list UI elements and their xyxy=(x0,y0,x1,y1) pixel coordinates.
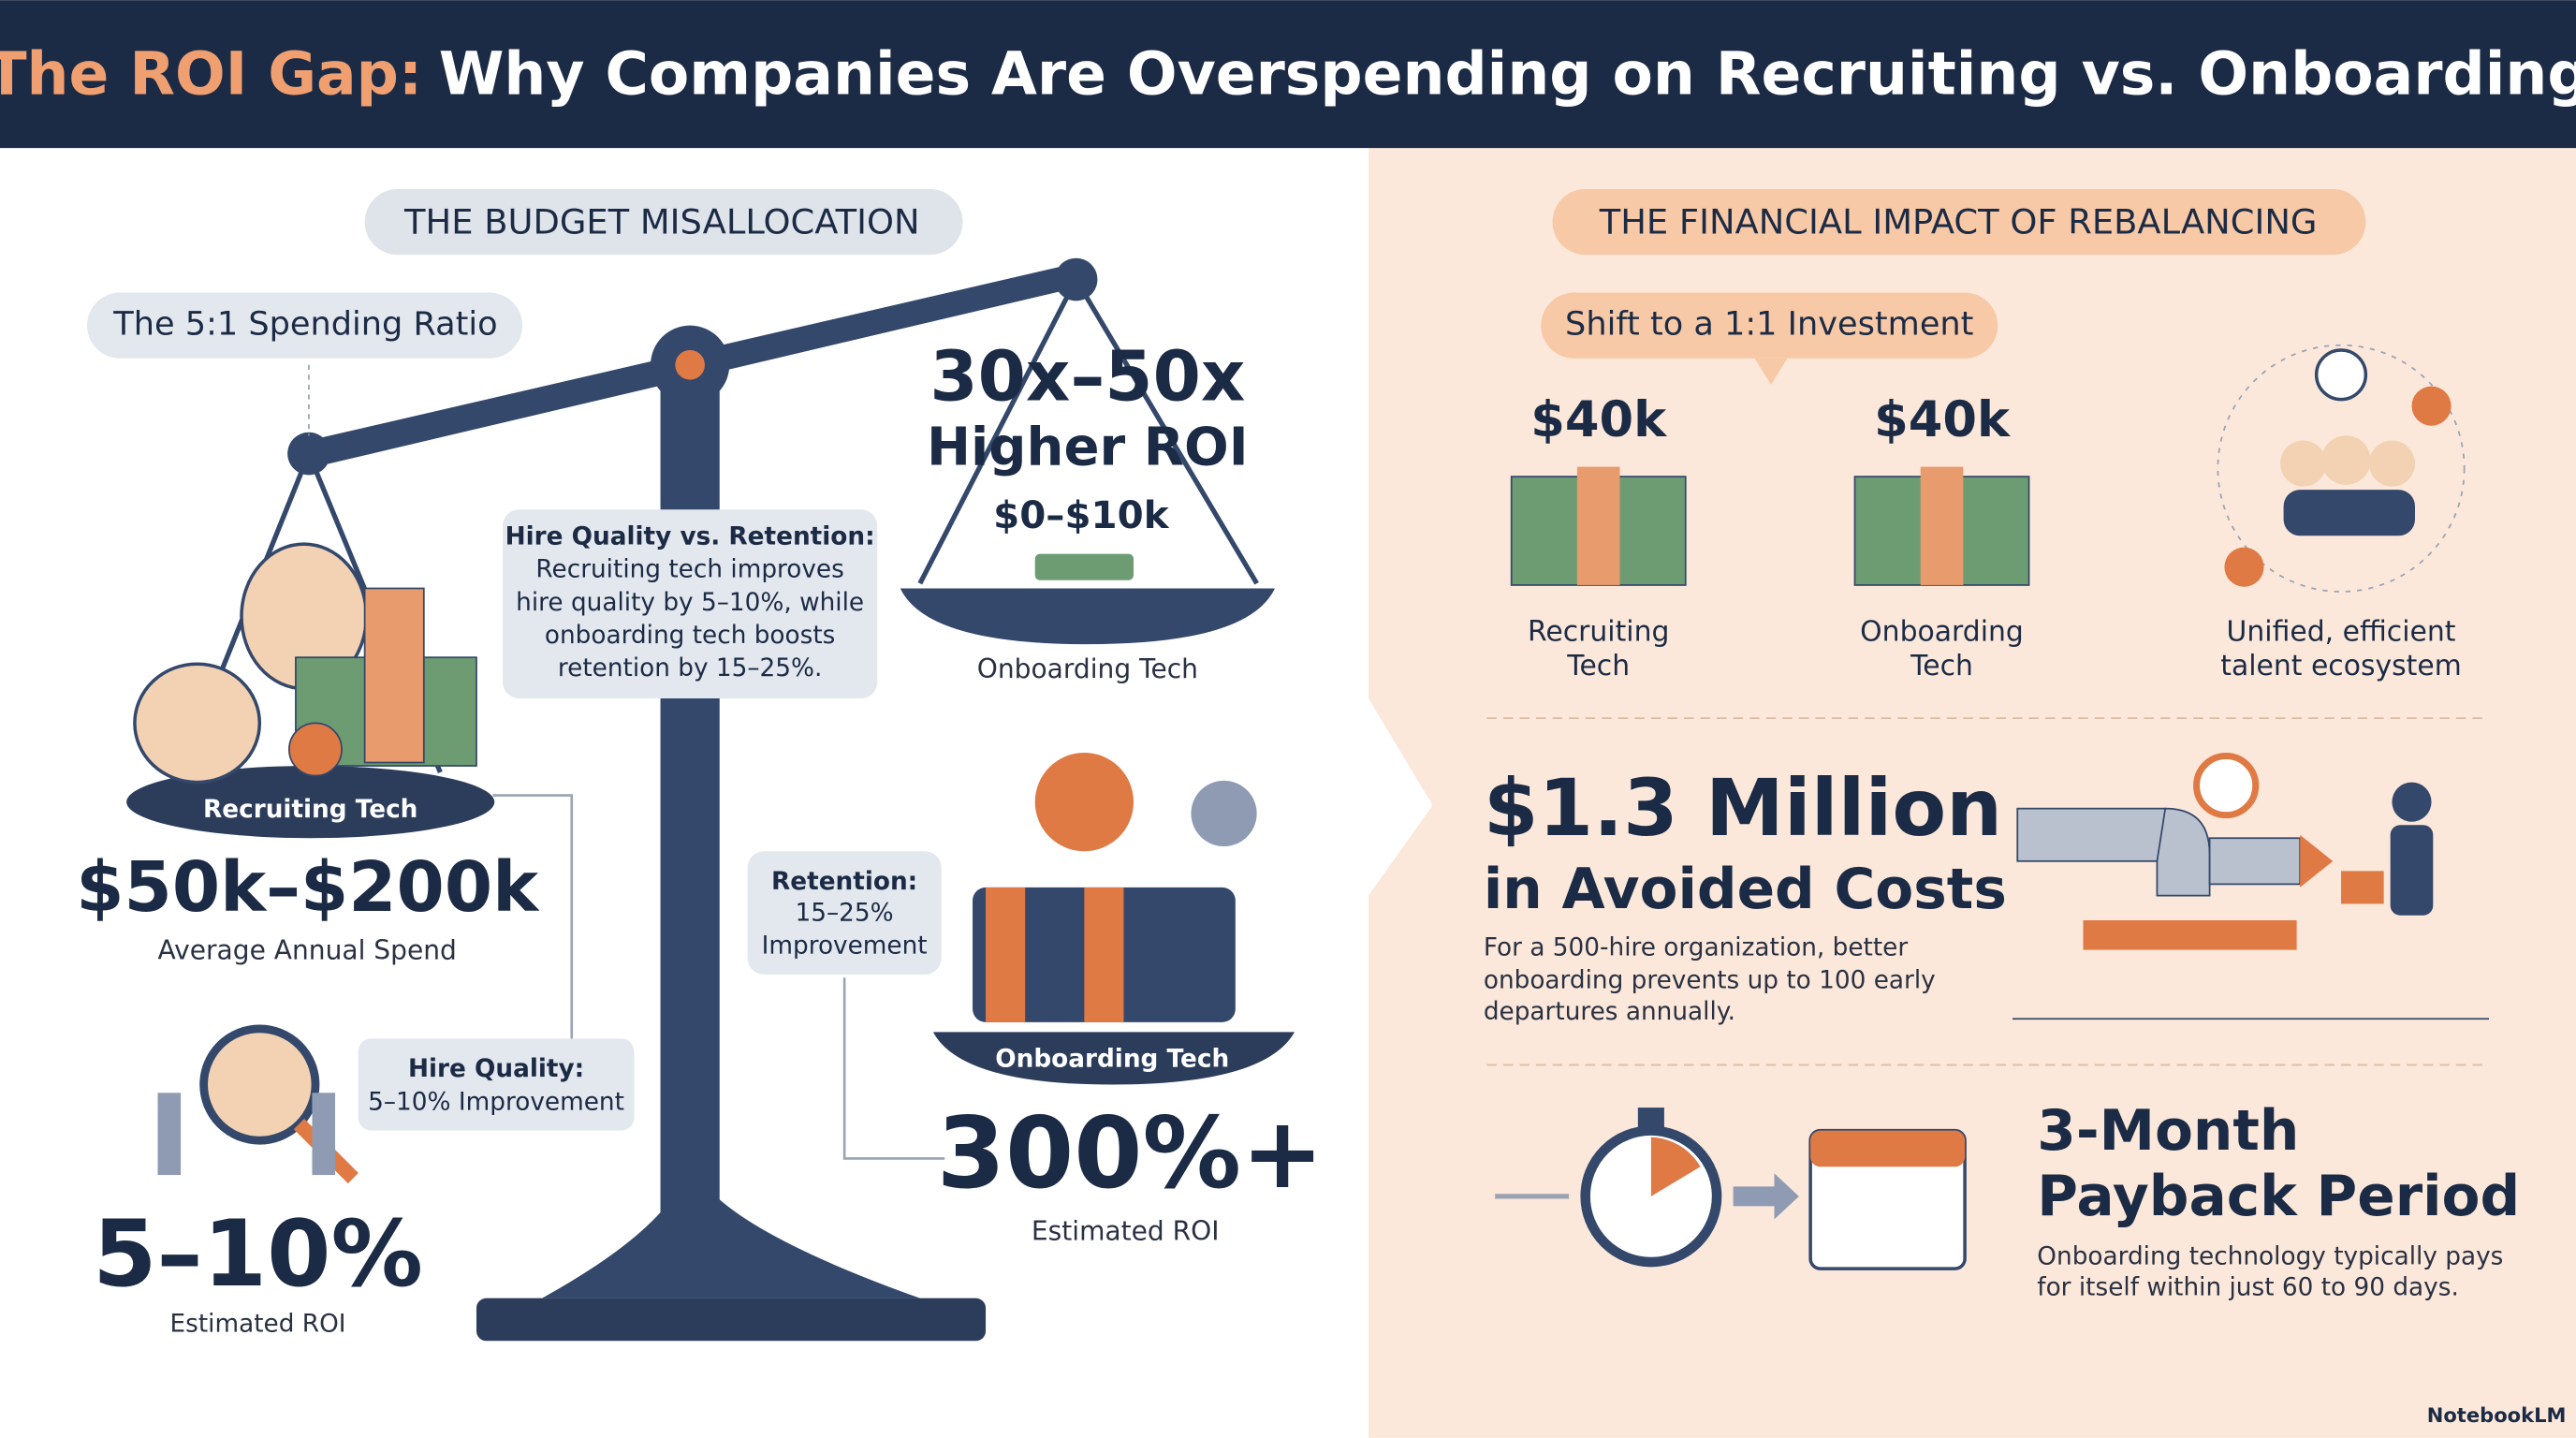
callout-title: Retention: xyxy=(771,868,917,896)
savings-headline: $1.3 Million xyxy=(1484,762,2002,854)
title-rest: Why Companies Are Overspending on Recrui… xyxy=(439,38,2576,108)
investment-icons xyxy=(1510,344,2466,593)
amount: $40k xyxy=(1874,391,2012,448)
item-label: Recruiting xyxy=(1528,615,1669,648)
savings-headline: in Avoided Costs xyxy=(1484,858,2007,922)
callout-line: 15–25% xyxy=(796,899,894,927)
right-panel xyxy=(1368,148,2576,1438)
payback-text: Onboarding technology typically pays xyxy=(2037,1242,2503,1270)
spend: $0–$10k xyxy=(993,493,1170,537)
section-title: THE FINANCIAL IMPACT OF REBALANCING xyxy=(1599,201,2318,242)
comparison-line: retention by 15–25%. xyxy=(558,654,822,682)
header-bar xyxy=(0,0,2576,149)
callout-title: Hire Quality: xyxy=(408,1055,584,1083)
shift-pill xyxy=(1541,292,1998,359)
roi: 300%+ xyxy=(937,1095,1325,1211)
callout xyxy=(358,1038,635,1131)
roi-caption: Estimated ROI xyxy=(1032,1215,1220,1246)
multiplier-caption: Higher ROI xyxy=(927,418,1249,478)
savings-text: onboarding prevents up to 100 early xyxy=(1484,966,1936,994)
item-label: Unified, efficient xyxy=(2227,615,2456,648)
item-label: talent ecosystem xyxy=(2220,650,2462,682)
amount: $40k xyxy=(1530,391,1668,448)
section-pill xyxy=(364,188,963,256)
payback-headline: 3-Month xyxy=(2037,1099,2299,1164)
people-icons xyxy=(157,752,1257,1184)
comparison-line: Recruiting tech improves xyxy=(535,556,843,584)
comparison-title: Hire Quality vs. Retention: xyxy=(505,523,875,551)
comparison-callout xyxy=(503,509,878,699)
pipeline-icon xyxy=(2012,752,2489,1020)
savings-text: For a 500-hire organization, better xyxy=(1484,933,1909,961)
ratio-label: The 5:1 Spending Ratio xyxy=(112,305,497,344)
pill-pointer xyxy=(1754,358,1788,385)
savings-text: departures annually. xyxy=(1484,998,1735,1026)
ratio-pill xyxy=(87,292,523,359)
item-label: Tech xyxy=(1910,650,1973,682)
pan-label: Recruiting Tech xyxy=(203,796,417,824)
brand: NotebookLM xyxy=(2427,1403,2567,1427)
header-title: The ROI Gap: Why Companies Are Overspendi… xyxy=(0,38,2576,108)
section-title: THE BUDGET MISALLOCATION xyxy=(403,201,920,242)
pan-label: Onboarding Tech xyxy=(995,1046,1229,1074)
title-highlight: The ROI Gap: xyxy=(0,38,422,108)
comparison-line: onboarding tech boosts xyxy=(545,622,835,650)
spend-caption: Average Annual Spend xyxy=(158,934,457,965)
spend: $50k–$200k xyxy=(76,848,540,928)
callout-text: 5–10% Improvement xyxy=(368,1088,624,1116)
payback-text: for itself within just 60 to 90 days. xyxy=(2037,1274,2458,1302)
pan-caption: Onboarding Tech xyxy=(977,653,1198,684)
roi: 5–10% xyxy=(93,1201,423,1308)
item-label: Onboarding xyxy=(1860,615,2024,648)
payback-icons xyxy=(1495,1108,1967,1270)
comparison-line: hire quality by 5–10%, while xyxy=(516,589,864,617)
roi-caption: Estimated ROI xyxy=(170,1310,346,1338)
section-pill xyxy=(1552,188,2366,256)
payback-headline: Payback Period xyxy=(2037,1165,2520,1229)
shift-label: Shift to a 1:1 Investment xyxy=(1565,305,1973,344)
callout-line: Improvement xyxy=(762,932,928,961)
money-icons xyxy=(133,542,477,785)
retention-callout xyxy=(747,851,942,975)
item-label: Tech xyxy=(1566,650,1630,682)
multiplier: 30x–50x xyxy=(929,337,1245,417)
